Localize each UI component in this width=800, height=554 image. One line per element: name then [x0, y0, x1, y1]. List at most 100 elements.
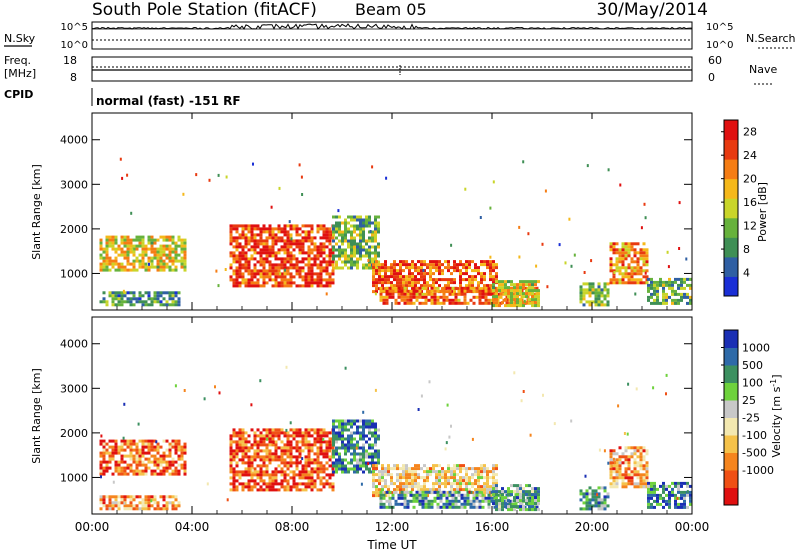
cell-velocity	[382, 493, 386, 497]
cell-power	[429, 278, 432, 282]
cell-power	[665, 292, 668, 296]
cell-velocity	[600, 504, 604, 508]
cell-power	[244, 239, 248, 243]
cell-power	[283, 248, 287, 252]
cell-velocity	[612, 467, 616, 471]
cell-power	[235, 272, 239, 276]
cell-power	[235, 236, 239, 240]
cell-velocity	[229, 434, 233, 438]
cell-power	[283, 275, 287, 279]
cell-power	[156, 238, 160, 242]
cell-power	[463, 286, 467, 290]
cell-velocity	[597, 507, 601, 511]
cell-velocity	[454, 502, 458, 506]
cell-power	[501, 289, 504, 293]
cell-velocity	[495, 464, 498, 468]
cell-power	[153, 253, 157, 257]
cell-velocity	[659, 502, 662, 506]
cell-power	[135, 256, 139, 260]
cell-power	[633, 248, 637, 252]
cell-power	[591, 300, 595, 304]
cell-velocity	[450, 473, 453, 477]
cell-velocity	[120, 445, 124, 449]
cell-power	[462, 272, 465, 276]
cell-power	[123, 268, 127, 272]
cell-power	[174, 259, 178, 263]
cpid-label: CPID	[4, 88, 33, 101]
cell-velocity	[633, 473, 637, 477]
cell-power	[362, 239, 365, 243]
cell-velocity	[591, 489, 595, 493]
cell-power	[235, 269, 239, 273]
cell-velocity	[621, 482, 625, 486]
cell-power	[289, 284, 293, 288]
cell-velocity	[265, 488, 269, 492]
cell-velocity	[135, 454, 139, 458]
cell-velocity	[250, 485, 254, 489]
cell-power	[298, 260, 302, 264]
cell-velocity	[286, 449, 290, 453]
cell-velocity	[338, 446, 341, 450]
cell-power	[250, 239, 254, 243]
cell-velocity	[313, 485, 317, 489]
cell-velocity	[347, 461, 350, 465]
cell-power	[656, 295, 659, 299]
cell-sparse	[279, 272, 282, 276]
cell-velocity	[465, 470, 468, 474]
cell-velocity	[244, 440, 248, 444]
cell-velocity	[417, 467, 420, 471]
cell-power	[630, 266, 634, 270]
cell-power	[238, 263, 242, 267]
cell-velocity	[319, 434, 323, 438]
cell-velocity	[480, 470, 483, 474]
cell-power	[356, 260, 359, 264]
cell-power	[319, 272, 323, 276]
cell-power	[238, 281, 242, 285]
cell-sparse	[558, 243, 561, 247]
cell-power	[612, 251, 616, 255]
cell-power	[235, 257, 239, 261]
cell-velocity	[235, 461, 239, 465]
cell-power	[259, 230, 263, 234]
cell-power	[510, 295, 513, 299]
cell-velocity	[141, 501, 145, 505]
cell-power	[180, 259, 184, 263]
cell-power	[129, 297, 133, 301]
cell-power	[241, 248, 245, 252]
cell-power	[265, 227, 269, 231]
cell-velocity	[417, 482, 420, 486]
cell-velocity	[271, 485, 275, 489]
cell-power	[525, 292, 528, 296]
cell-power	[108, 291, 112, 295]
cell-power	[374, 227, 377, 231]
cell-power	[399, 260, 402, 264]
cell-velocity	[375, 464, 378, 468]
cell-velocity	[244, 470, 248, 474]
cell-velocity	[283, 443, 287, 447]
cell-velocity	[486, 491, 489, 495]
cell-power	[162, 265, 166, 269]
cell-velocity	[399, 488, 402, 492]
cell-power	[280, 263, 284, 267]
cell-power	[465, 272, 468, 276]
cell-velocity	[396, 488, 399, 492]
cell-velocity	[150, 448, 154, 452]
cell-velocity	[411, 482, 414, 486]
colorbar-tick-label: 1000	[742, 342, 770, 355]
cell-power	[165, 235, 169, 239]
cell-power	[375, 269, 378, 273]
cell-power	[495, 298, 498, 302]
cell-velocity	[135, 472, 139, 476]
cell-velocity	[331, 467, 335, 471]
cell-velocity	[472, 499, 476, 503]
cell-sparse	[623, 432, 626, 435]
cell-velocity	[474, 467, 477, 471]
cell-velocity	[147, 507, 151, 511]
beam-label: Beam 05	[355, 0, 427, 19]
cell-power	[633, 242, 637, 246]
cell-velocity	[319, 437, 323, 441]
cell-velocity	[280, 446, 284, 450]
cell-power	[365, 263, 368, 267]
cell-velocity	[495, 467, 498, 471]
cell-power	[379, 298, 383, 302]
